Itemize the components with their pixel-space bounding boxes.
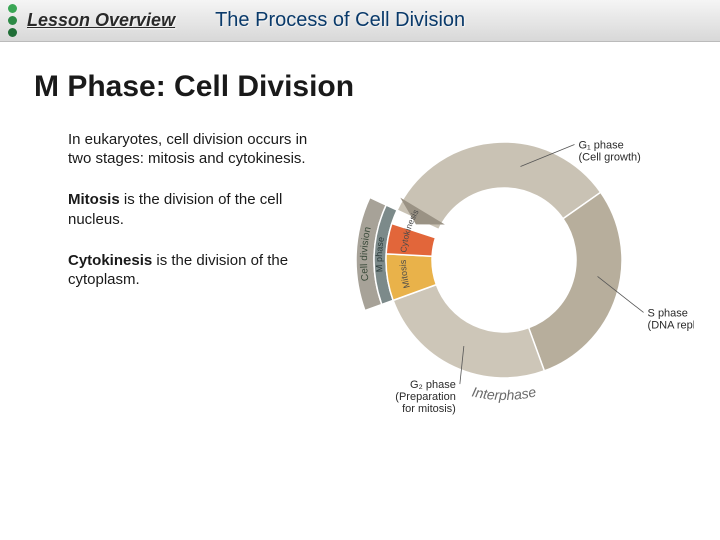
svg-text:G₁ phase: G₁ phase xyxy=(578,139,623,151)
text-column: In eukaryotes, cell division occurs in t… xyxy=(34,130,334,430)
bullet-dot xyxy=(8,16,17,25)
cell-cycle-diagram: Cell divisionM phaseMitosisCytokinesisIn… xyxy=(354,110,694,430)
slide-title: M Phase: Cell Division xyxy=(34,70,686,104)
svg-text:Interphase: Interphase xyxy=(471,383,538,403)
svg-text:(Cell growth): (Cell growth) xyxy=(578,151,640,163)
paragraph-cytokinesis: Cytokinesis is the division of the cytop… xyxy=(68,251,334,289)
lesson-title: The Process of Cell Division xyxy=(215,9,465,32)
diagram-column: Cell divisionM phaseMitosisCytokinesisIn… xyxy=(354,130,686,430)
paragraph-mitosis: Mitosis is the division of the cell nucl… xyxy=(68,190,334,228)
svg-text:G₂ phase: G₂ phase xyxy=(410,379,456,391)
term-cytokinesis: Cytokinesis xyxy=(68,252,152,269)
slide-header: Lesson Overview The Process of Cell Divi… xyxy=(0,0,720,42)
svg-text:S phase: S phase xyxy=(648,307,688,319)
bullet-dot xyxy=(8,4,17,13)
svg-text:(DNA replication): (DNA replication) xyxy=(648,319,694,331)
slide-content: M Phase: Cell Division In eukaryotes, ce… xyxy=(0,42,720,430)
svg-text:(Preparation: (Preparation xyxy=(395,391,456,403)
bullet-dot xyxy=(8,28,17,37)
two-column-layout: In eukaryotes, cell division occurs in t… xyxy=(34,130,686,430)
term-mitosis: Mitosis xyxy=(68,191,120,208)
paragraph-intro: In eukaryotes, cell division occurs in t… xyxy=(68,130,334,168)
svg-text:for mitosis): for mitosis) xyxy=(402,403,456,415)
lesson-overview-label: Lesson Overview xyxy=(27,10,175,31)
header-bullets xyxy=(8,4,17,37)
